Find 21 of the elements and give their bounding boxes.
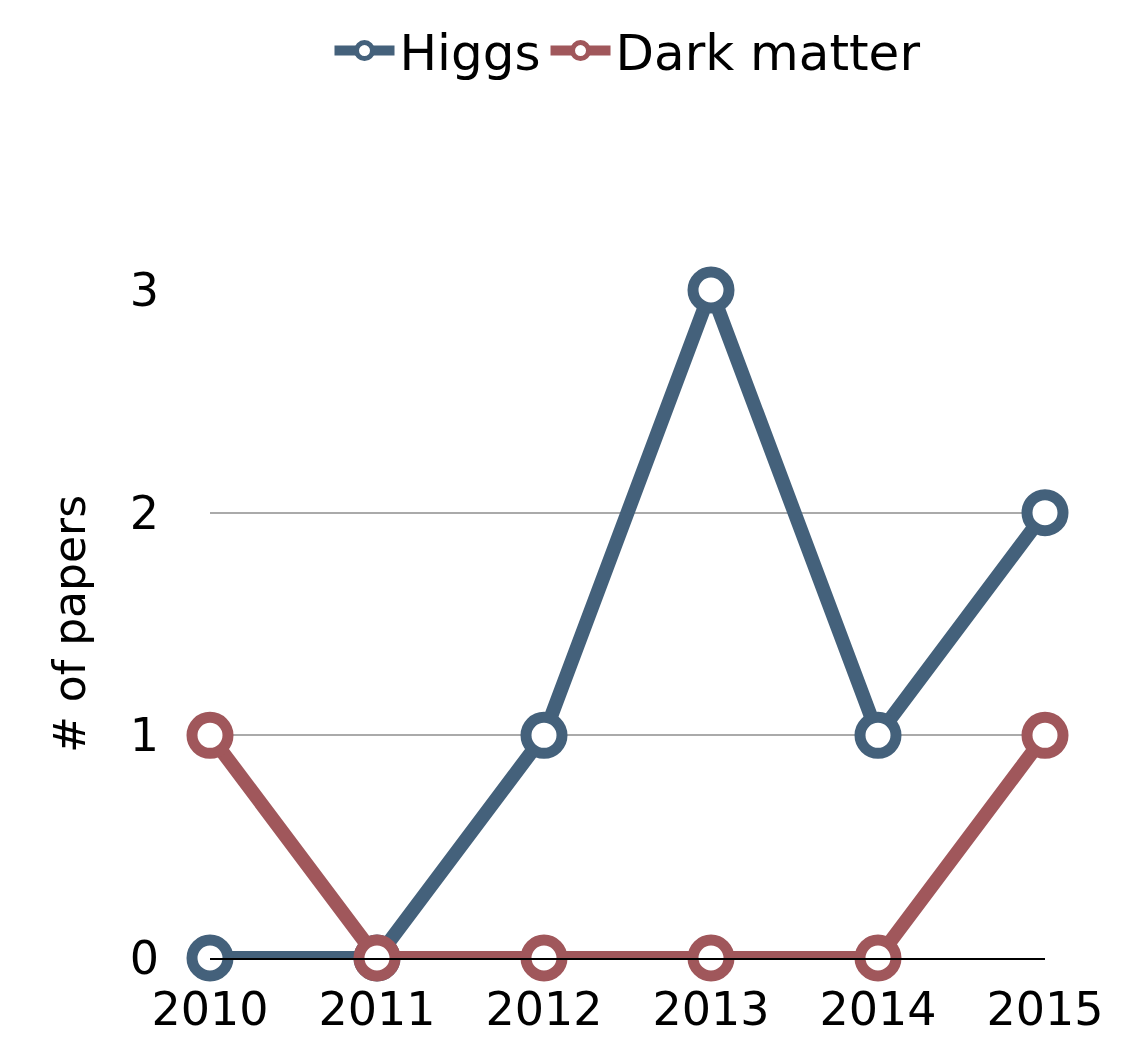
- point: [1021, 489, 1069, 537]
- legend-label: Higgs: [399, 24, 541, 83]
- point: [186, 711, 234, 759]
- point: [687, 266, 735, 314]
- point: [186, 934, 234, 982]
- point: [520, 711, 568, 759]
- x-tick-label: 2015: [986, 982, 1104, 1037]
- point: [854, 711, 902, 759]
- y-tick-label: 3: [129, 263, 159, 318]
- x-tick-label: 2012: [485, 982, 603, 1037]
- y-axis-title: # of papers: [43, 494, 95, 754]
- x-tick-label: 2011: [318, 982, 436, 1037]
- legend-label: Dark matter: [615, 24, 921, 83]
- y-tick-label: 1: [129, 708, 159, 763]
- point: [687, 934, 735, 982]
- point: [854, 934, 902, 982]
- x-tick-label: 2013: [652, 982, 770, 1037]
- y-tick-label: 2: [129, 485, 159, 540]
- point: [1021, 711, 1069, 759]
- point: [520, 934, 568, 982]
- x-tick-label: 2014: [819, 982, 937, 1037]
